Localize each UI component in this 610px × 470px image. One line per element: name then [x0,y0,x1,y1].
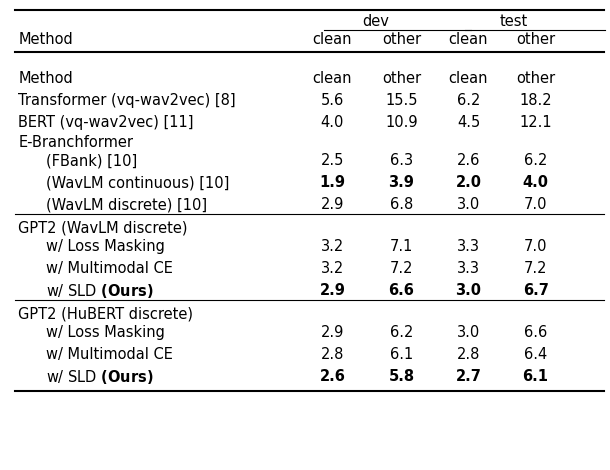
Text: 6.3: 6.3 [390,153,413,168]
Text: 3.3: 3.3 [457,239,480,254]
Text: Transformer (vq-wav2vec) [8]: Transformer (vq-wav2vec) [8] [18,93,236,108]
Text: other: other [516,71,555,86]
Text: 2.5: 2.5 [321,153,344,168]
Text: 7.2: 7.2 [524,261,547,276]
Text: 6.6: 6.6 [524,325,547,340]
Text: Method: Method [18,32,73,47]
Text: 3.0: 3.0 [456,283,481,298]
Text: 2.9: 2.9 [321,325,344,340]
Text: (WavLM continuous) [10]: (WavLM continuous) [10] [46,175,229,190]
Text: 3.2: 3.2 [321,261,344,276]
Text: 2.8: 2.8 [321,347,344,362]
Text: 6.1: 6.1 [390,347,413,362]
Text: 10.9: 10.9 [385,115,418,130]
Text: 6.2: 6.2 [524,153,547,168]
Text: 12.1: 12.1 [519,115,552,130]
Text: GPT2 (HuBERT discrete): GPT2 (HuBERT discrete) [18,306,193,321]
Text: 2.6: 2.6 [457,153,480,168]
Text: 7.0: 7.0 [524,197,547,212]
Text: 7.2: 7.2 [390,261,413,276]
Text: w/ SLD $\bf{(Ours)}$: w/ SLD $\bf{(Ours)}$ [46,282,154,300]
Text: other: other [382,32,421,47]
Text: 3.0: 3.0 [457,197,480,212]
Text: 4.0: 4.0 [321,115,344,130]
Text: 1.9: 1.9 [320,175,345,190]
Text: 2.9: 2.9 [320,283,345,298]
Text: 2.8: 2.8 [457,347,480,362]
Text: test: test [500,15,528,30]
Text: 4.5: 4.5 [457,115,480,130]
Text: w/ SLD $\bf{(Ours)}$: w/ SLD $\bf{(Ours)}$ [46,368,154,385]
Text: 6.2: 6.2 [390,325,413,340]
Text: Method: Method [18,71,73,86]
Text: BERT (vq-wav2vec) [11]: BERT (vq-wav2vec) [11] [18,115,194,130]
Text: w/ Multimodal CE: w/ Multimodal CE [46,261,173,276]
Text: 7.0: 7.0 [524,239,547,254]
Text: w/ Loss Masking: w/ Loss Masking [46,239,165,254]
Text: other: other [382,71,421,86]
Text: 2.7: 2.7 [456,369,481,384]
Text: w/ Multimodal CE: w/ Multimodal CE [46,347,173,362]
Text: 6.8: 6.8 [390,197,413,212]
Text: 2.9: 2.9 [321,197,344,212]
Text: 4.0: 4.0 [523,175,548,190]
Text: 3.9: 3.9 [389,175,414,190]
Text: other: other [516,32,555,47]
Text: 6.4: 6.4 [524,347,547,362]
Text: clean: clean [449,32,488,47]
Text: GPT2 (WavLM discrete): GPT2 (WavLM discrete) [18,220,188,235]
Text: 3.0: 3.0 [457,325,480,340]
Text: 15.5: 15.5 [385,93,418,108]
Text: 3.3: 3.3 [457,261,480,276]
Text: w/ Loss Masking: w/ Loss Masking [46,325,165,340]
Text: clean: clean [449,71,488,86]
Text: clean: clean [313,32,352,47]
Text: E-Branchformer: E-Branchformer [18,135,134,150]
Text: 6.6: 6.6 [389,283,414,298]
Text: 2.0: 2.0 [456,175,481,190]
Text: 2.6: 2.6 [320,369,345,384]
Text: 5.6: 5.6 [321,93,344,108]
Text: 3.2: 3.2 [321,239,344,254]
Text: dev: dev [362,15,389,30]
Text: (WavLM discrete) [10]: (WavLM discrete) [10] [46,197,207,212]
Text: 18.2: 18.2 [519,93,552,108]
Text: 7.1: 7.1 [390,239,413,254]
Text: 6.7: 6.7 [523,283,548,298]
Text: 5.8: 5.8 [389,369,414,384]
Text: clean: clean [313,71,352,86]
Text: (FBank) [10]: (FBank) [10] [46,153,137,168]
Text: 6.2: 6.2 [457,93,480,108]
Text: 6.1: 6.1 [523,369,548,384]
